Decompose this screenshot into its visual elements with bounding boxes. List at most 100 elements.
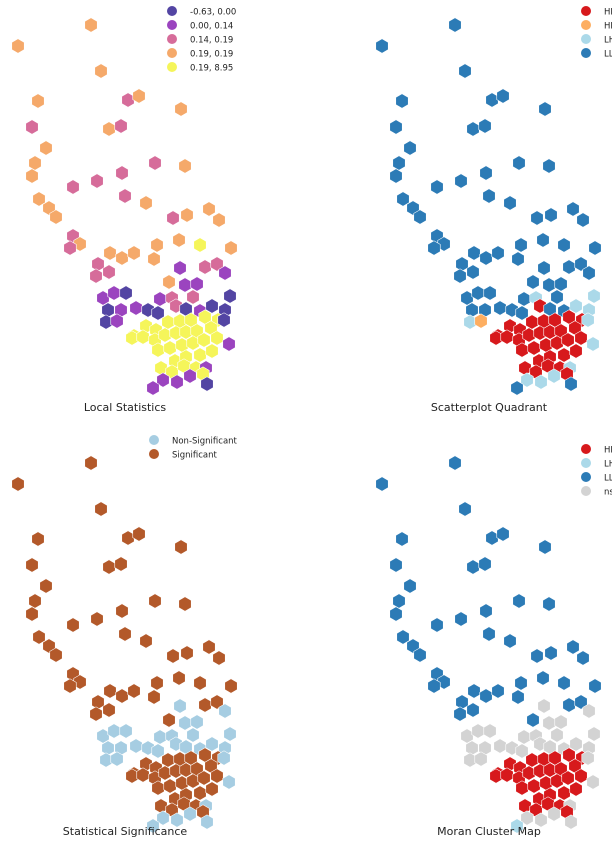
map-hex <box>479 250 493 266</box>
map-hex <box>453 706 467 722</box>
map-hex <box>89 706 103 722</box>
map-hex <box>39 578 53 594</box>
map-hex <box>396 629 410 645</box>
map-hex <box>147 689 161 705</box>
map-hex <box>569 298 583 314</box>
map-hex <box>224 240 238 256</box>
map-hex <box>193 347 207 363</box>
map-hex <box>587 288 601 304</box>
map-hex <box>542 277 556 293</box>
map-hex <box>153 729 167 745</box>
map-hex <box>156 810 170 826</box>
map-hex <box>496 526 510 542</box>
map-hex <box>427 678 441 694</box>
legend: Non-Significant Significant <box>149 435 238 461</box>
map-hex <box>205 781 219 797</box>
map-hex <box>557 675 571 691</box>
map-hex <box>99 752 113 768</box>
map-hex <box>493 738 507 754</box>
map-hex <box>162 274 176 290</box>
map-hex <box>223 726 237 742</box>
map-hex <box>557 785 571 801</box>
map-hex <box>437 236 451 252</box>
map-hex <box>564 376 578 392</box>
map-hex <box>132 526 146 542</box>
map-hex <box>511 251 525 267</box>
legend: HH LH LL ns <box>581 444 612 498</box>
map-hex <box>479 688 493 704</box>
map-hex <box>115 688 129 704</box>
map-hex <box>63 240 77 256</box>
map-hex <box>458 501 472 517</box>
map-hex <box>170 374 184 390</box>
map-hex <box>25 606 39 622</box>
map-hex <box>49 209 63 225</box>
map-hex <box>557 347 571 363</box>
map-hex <box>463 752 477 768</box>
map-hex <box>537 698 551 714</box>
map-hex <box>197 770 211 786</box>
map-hex <box>25 168 39 184</box>
map-hex <box>127 245 141 261</box>
map-hex <box>491 683 505 699</box>
panel-statistical-significance: Non-Significant Significant Statistical S… <box>11 435 238 838</box>
map-hex <box>222 774 236 790</box>
panel-title: Statistical Significance <box>63 825 188 838</box>
map-hex <box>587 726 601 742</box>
map-hex <box>530 648 544 664</box>
map-hex <box>427 240 441 256</box>
map-hex <box>537 260 551 276</box>
map-hex <box>99 314 113 330</box>
map-hex <box>569 343 583 359</box>
map-hex <box>218 265 232 281</box>
map-hex <box>217 312 231 328</box>
map-hex <box>102 121 116 137</box>
map-hex <box>73 236 87 252</box>
map-hex <box>406 200 420 216</box>
legend-marker <box>167 48 177 58</box>
panel-local-statistics: -0.63, 0.00 0.00, 0.14 0.14, 0.19 0.19, … <box>11 6 238 414</box>
map-hex <box>94 63 108 79</box>
map-hex <box>588 240 602 256</box>
legend-label: LL <box>604 50 612 60</box>
map-hex <box>186 289 200 305</box>
map-hex <box>503 195 517 211</box>
map-hex <box>174 101 188 117</box>
map-hex <box>479 165 493 181</box>
map-hex <box>183 806 197 822</box>
map-hex <box>151 305 165 321</box>
map-hex <box>190 276 204 292</box>
map-hex <box>73 674 87 690</box>
map-hex <box>430 179 444 195</box>
map-hex <box>148 155 162 171</box>
map-hex <box>396 191 410 207</box>
map-hex <box>193 785 207 801</box>
map-hex <box>84 17 98 33</box>
map-hex <box>107 285 121 301</box>
legend-label: -0.63, 0.00 <box>190 8 236 18</box>
map-hexes <box>11 17 238 396</box>
map-hex <box>520 810 534 826</box>
legend-marker <box>149 435 159 445</box>
map-hex <box>205 736 219 752</box>
map-hex <box>437 674 451 690</box>
map-hex <box>574 256 588 272</box>
map-hex <box>453 268 467 284</box>
map-hex <box>210 694 224 710</box>
map-hex <box>566 201 580 217</box>
map-hex <box>510 818 524 834</box>
map-hex <box>115 250 129 266</box>
map-hex <box>389 119 403 135</box>
map-hex <box>212 212 226 228</box>
map-hex <box>94 501 108 517</box>
map-hex <box>514 675 528 691</box>
map-hex <box>178 715 192 731</box>
map-hex <box>554 276 568 292</box>
map-hex <box>512 593 526 609</box>
map-hex <box>483 723 497 739</box>
map-hex <box>28 155 42 171</box>
map-hex <box>114 118 128 134</box>
map-hex <box>163 340 177 356</box>
map-hex <box>493 300 507 316</box>
legend-label: 0.14, 0.19 <box>190 36 233 46</box>
